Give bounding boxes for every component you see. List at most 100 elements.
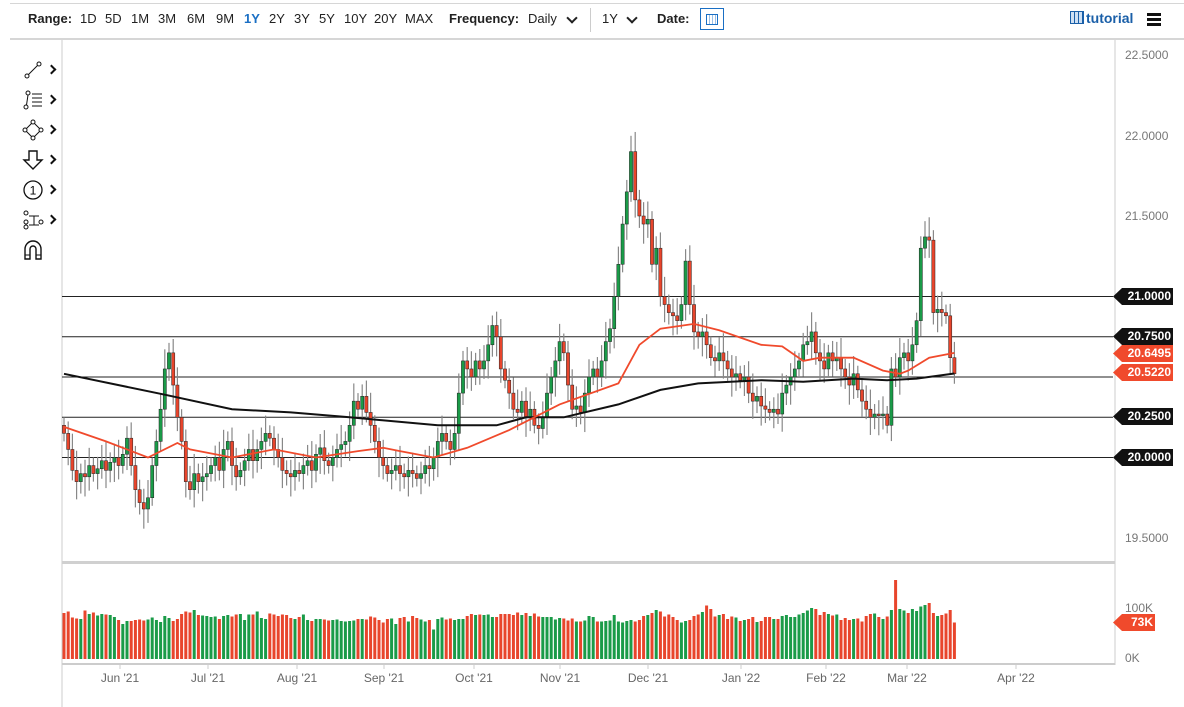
range-5d[interactable]: 5D xyxy=(105,11,122,26)
candle-body xyxy=(133,465,138,490)
tutorial-link[interactable]: tutorial xyxy=(1070,10,1133,26)
range-3y[interactable]: 3Y xyxy=(294,11,310,26)
volume-bar xyxy=(881,619,885,659)
range-3m[interactable]: 3M xyxy=(158,11,177,26)
tool-annotation[interactable]: 1 xyxy=(20,179,60,201)
volume-bar xyxy=(810,608,814,659)
volume-bar xyxy=(633,621,637,659)
volume-bar xyxy=(726,619,730,659)
candle-body xyxy=(767,408,772,413)
volume-bar xyxy=(453,620,457,659)
volume-bar xyxy=(919,606,923,659)
tool-magnet[interactable] xyxy=(20,239,60,261)
volume-bar xyxy=(322,619,326,659)
x-tick-label: Oct '21 xyxy=(455,671,493,685)
volume-bar xyxy=(264,619,268,659)
volume-bar xyxy=(259,618,263,659)
candle-body xyxy=(797,360,801,370)
period-select[interactable]: 1Y xyxy=(602,11,618,26)
tool-trend-line[interactable] xyxy=(20,59,60,81)
volume-bar xyxy=(196,615,200,659)
frequency-select[interactable]: Daily xyxy=(528,11,557,26)
volume-bar xyxy=(784,615,788,659)
range-1m[interactable]: 1M xyxy=(131,11,150,26)
range-9m[interactable]: 9M xyxy=(216,11,235,26)
y-tick-label: 22.5000 xyxy=(1125,48,1169,62)
volume-bar xyxy=(352,620,356,659)
range-1d[interactable]: 1D xyxy=(80,11,97,26)
tool-shape[interactable] xyxy=(20,119,60,141)
volume-bar xyxy=(772,619,776,659)
range-1y[interactable]: 1Y xyxy=(244,11,260,26)
volume-bar xyxy=(301,614,305,659)
candle-body xyxy=(473,360,478,378)
candle-body xyxy=(158,408,163,442)
volume-bar xyxy=(642,616,646,659)
ma-slow-line xyxy=(63,372,955,427)
calendar-icon[interactable] xyxy=(700,8,724,30)
candle-body xyxy=(393,465,398,471)
volume-bar xyxy=(474,615,478,659)
volume-bar xyxy=(180,614,184,659)
volume-bar xyxy=(234,614,238,659)
candle-body xyxy=(717,352,722,362)
range-max[interactable]: MAX xyxy=(405,11,434,26)
candle-body xyxy=(427,465,432,470)
candle-body xyxy=(503,368,507,381)
volume-bar xyxy=(150,617,154,659)
volume-bar xyxy=(902,610,906,659)
range-20y[interactable]: 20Y xyxy=(374,11,398,26)
candle-body xyxy=(255,449,260,461)
candle-body xyxy=(385,465,390,474)
candle-body xyxy=(595,368,600,378)
volume-bar xyxy=(671,617,675,659)
candle-body xyxy=(406,470,411,478)
candle-body xyxy=(431,457,436,470)
candle-body xyxy=(918,247,923,321)
volume-bar xyxy=(503,614,507,659)
candle-body xyxy=(696,331,701,338)
candle-body xyxy=(780,392,785,415)
range-10y[interactable]: 10Y xyxy=(344,11,368,26)
arrow-down-icon xyxy=(22,150,44,170)
range-6m[interactable]: 6M xyxy=(187,11,206,26)
candle-body xyxy=(179,417,184,442)
volume-bar xyxy=(755,622,759,659)
volume-bar xyxy=(818,615,822,659)
fibonacci-icon xyxy=(23,90,42,110)
candle-body xyxy=(221,449,226,471)
candle-body xyxy=(125,437,129,455)
range-5y[interactable]: 5Y xyxy=(319,11,335,26)
volume-bar xyxy=(608,620,612,659)
tool-arrow[interactable] xyxy=(20,149,60,171)
volume-bar xyxy=(377,620,381,659)
volume-bar xyxy=(763,617,767,659)
annotation-number: 1 xyxy=(30,184,37,198)
candle-body xyxy=(204,473,209,478)
candle-body xyxy=(545,392,549,418)
candle-body xyxy=(566,352,570,386)
ma-fast-line xyxy=(63,322,955,459)
volume-bar xyxy=(553,619,557,659)
volume-tick-label: 0K xyxy=(1125,651,1140,665)
candle-body xyxy=(599,360,604,378)
hamburger-icon[interactable] xyxy=(1147,13,1161,26)
volume-bar xyxy=(797,614,801,659)
volume-bar xyxy=(927,603,931,659)
ma-fast-price-tag: 20.6495 xyxy=(1113,345,1173,362)
range-2y[interactable]: 2Y xyxy=(269,11,285,26)
y-tick-label: 19.5000 xyxy=(1125,531,1169,545)
level-tag-20: 20.0000 xyxy=(1113,449,1173,466)
volume-bar xyxy=(852,619,856,659)
candle-body xyxy=(742,376,747,381)
candle-body xyxy=(381,457,386,466)
tool-fibonacci[interactable] xyxy=(20,89,60,111)
candle-body xyxy=(557,341,562,362)
toolbar-divider xyxy=(590,8,591,32)
tool-measure[interactable] xyxy=(20,209,60,231)
volume-bar xyxy=(419,619,423,659)
volume-bar xyxy=(705,605,709,659)
volume-bar xyxy=(146,619,150,659)
volume-bar xyxy=(889,610,893,659)
